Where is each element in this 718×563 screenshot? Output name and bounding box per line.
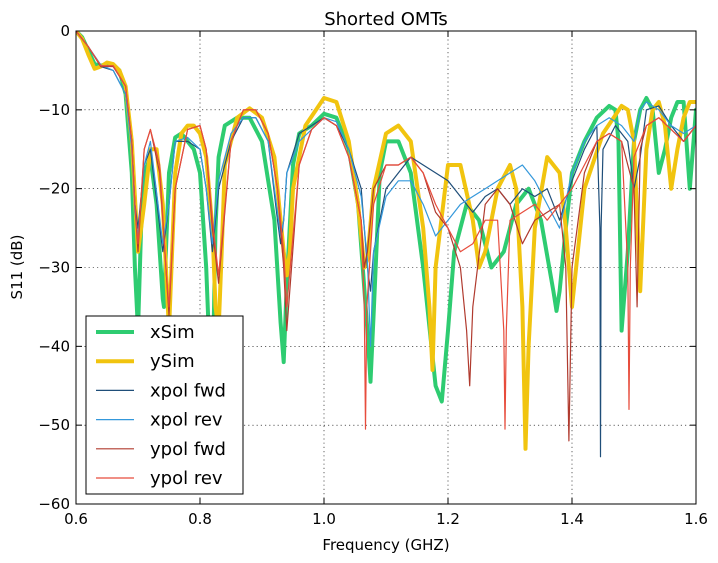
gridlines (76, 31, 696, 504)
ticks: 0.6 0.8 1.0 1.2 1.4 1.6 0 −10 −20 −30 −40 −50 −60 (38, 22, 708, 528)
series-line-ypol-rev (76, 31, 696, 430)
series-group (76, 31, 696, 458)
x-tick-label: 1.2 (436, 510, 460, 528)
x-tick-label: 0.6 (64, 510, 88, 528)
legend-label: xpol rev (150, 410, 223, 431)
legend-label: ySim (150, 351, 195, 372)
legend-label: ypol fwd (150, 439, 226, 460)
x-tick-label: 1.6 (684, 510, 708, 528)
legend-label: ypol rev (150, 468, 223, 489)
legend-label: xSim (150, 322, 195, 343)
y-tick-label: −20 (38, 180, 70, 198)
y-axis-label: S11 (dB) (8, 235, 26, 300)
legend-box (85, 315, 244, 495)
y-tick-label: −30 (38, 259, 70, 277)
y-tick-label: −40 (38, 337, 70, 355)
y-tick-label: −10 (38, 101, 70, 119)
x-tick-label: 0.8 (188, 510, 212, 528)
legend: xSim ySim xpol fwd xpol rev ypol fwd ypol rev (85, 315, 244, 495)
y-tick-label: −50 (38, 416, 70, 434)
series-line-xSim (76, 31, 696, 404)
chart-title: Shorted OMTs (324, 9, 448, 30)
x-tick-label: 1.4 (560, 510, 584, 528)
x-axis-label: Frequency (GHZ) (322, 536, 449, 554)
x-tick-label: 1.0 (312, 510, 336, 528)
y-tick-label: −60 (38, 495, 70, 513)
legend-label: xpol fwd (150, 380, 226, 401)
y-tick-label: 0 (60, 22, 70, 40)
